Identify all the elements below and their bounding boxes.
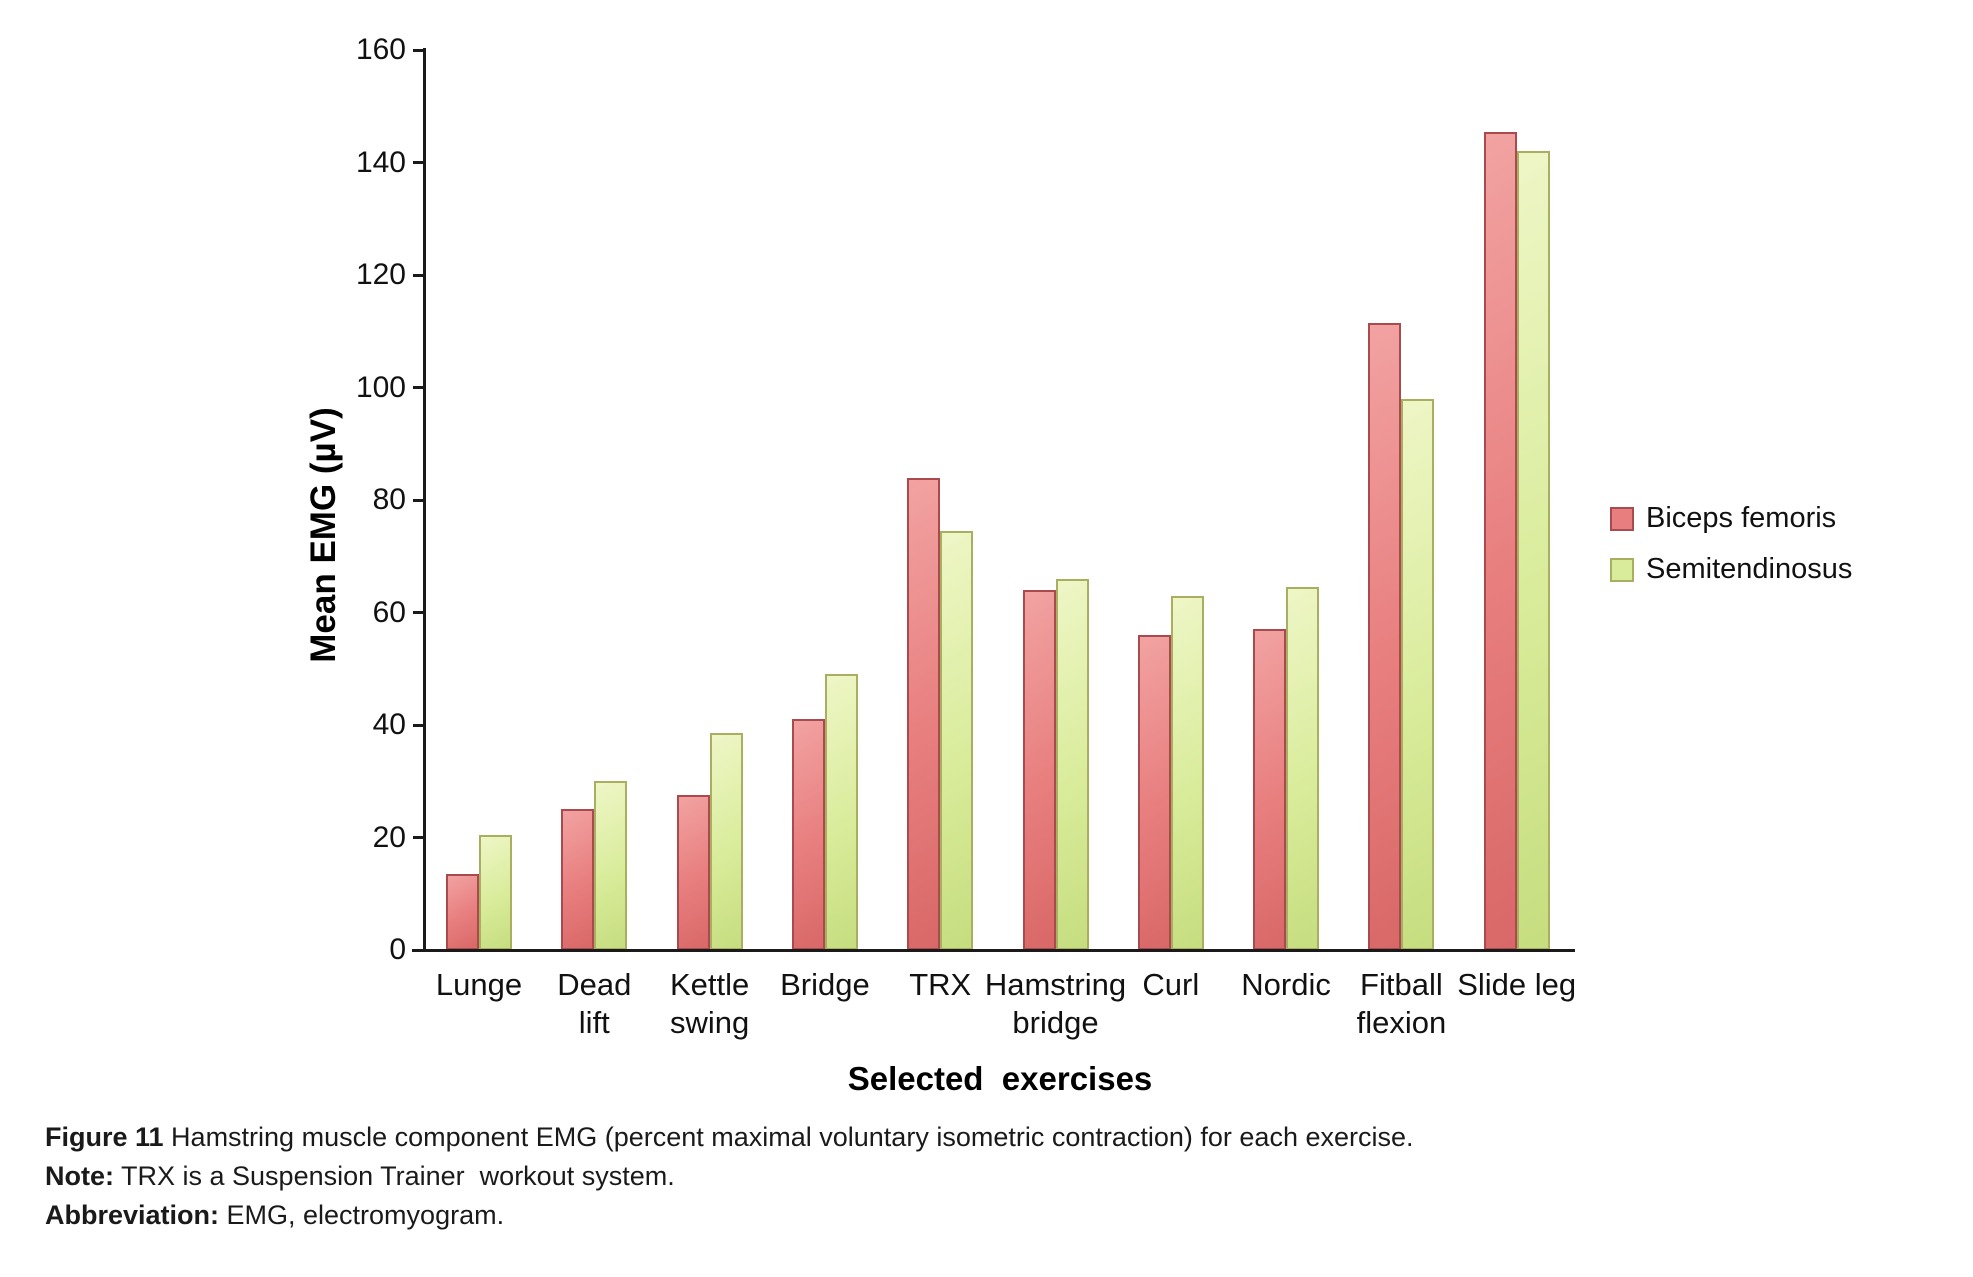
bar-semitendinosus-dead-lift xyxy=(594,781,627,950)
x-tick-label-trx: TRX xyxy=(909,967,972,1002)
legend-label: Semitendinosus xyxy=(1646,553,1853,585)
x-axis-line xyxy=(412,949,1575,952)
y-tick-mark xyxy=(413,273,424,277)
note-text: TRX is a Suspension Trainer workout syst… xyxy=(114,1161,675,1191)
y-tick-mark xyxy=(413,723,424,727)
y-tick-mark xyxy=(413,836,424,839)
legend-item-biceps-femoris: Biceps femoris xyxy=(1610,504,1852,533)
x-tick-label-lunge: Lunge xyxy=(435,967,523,1002)
biceps-femoris-swatch-icon xyxy=(1610,506,1634,531)
bar-semitendinosus-curl xyxy=(1171,595,1204,950)
figure-text: Hamstring muscle component EMG (percent … xyxy=(163,1122,1414,1152)
legend-item-semitendinosus: Semitendinosus xyxy=(1610,555,1852,584)
bar-biceps-femoris-dead-lift xyxy=(561,809,594,950)
y-tick-label: 100 xyxy=(355,370,406,404)
y-tick-mark xyxy=(413,611,424,614)
note-label: Note: xyxy=(45,1161,114,1191)
x-tick-label-kettle-swing: Kettle swing xyxy=(669,967,750,1040)
y-tick-mark xyxy=(413,498,424,502)
caption-line-abbreviation: Abbreviation: EMG, electromyogram. xyxy=(45,1196,1945,1235)
y-axis-line xyxy=(423,48,426,952)
bar-biceps-femoris-nordic xyxy=(1253,629,1286,950)
figure-caption: Figure 11 Hamstring muscle component EMG… xyxy=(45,1118,1945,1235)
bar-semitendinosus-fitball-flexion xyxy=(1401,398,1434,950)
semitendinosus-swatch-icon xyxy=(1610,557,1634,582)
y-tick-label: 160 xyxy=(355,33,406,66)
y-axis-title: Mean EMG (µV) xyxy=(304,407,343,663)
y-tick-mark xyxy=(413,386,424,389)
x-tick-label-hamstring-bridge: Hamstring bridge xyxy=(984,967,1127,1040)
x-axis-title: Selected exercises xyxy=(847,1060,1153,1097)
bar-semitendinosus-hamstring-bridge xyxy=(1056,578,1089,950)
bar-biceps-femoris-hamstring-bridge xyxy=(1023,590,1056,950)
legend-label: Biceps femoris xyxy=(1646,502,1837,534)
y-tick-mark xyxy=(413,161,424,164)
y-tick-label: 80 xyxy=(372,483,406,516)
bar-biceps-femoris-curl xyxy=(1138,635,1171,950)
bar-semitendinosus-nordic xyxy=(1286,587,1319,950)
bar-biceps-femoris-slide-leg xyxy=(1484,131,1517,950)
x-tick-label-dead-lift: Dead lift xyxy=(557,967,632,1040)
y-tick-label: 20 xyxy=(372,820,406,854)
abbreviation-label: Abbreviation: xyxy=(45,1200,220,1230)
bar-biceps-femoris-fitball-flexion xyxy=(1368,322,1401,950)
y-tick-label: 140 xyxy=(355,145,406,179)
y-tick-mark xyxy=(413,48,424,52)
bar-semitendinosus-lunge xyxy=(479,834,512,950)
legend: Biceps femoris Semitendinosus xyxy=(1610,504,1852,606)
bar-semitendinosus-trx xyxy=(940,530,973,950)
abbreviation-text: EMG, electromyogram. xyxy=(219,1200,505,1230)
caption-line-figure: Figure 11 Hamstring muscle component EMG… xyxy=(45,1118,1945,1157)
caption-line-note: Note: TRX is a Suspension Trainer workou… xyxy=(45,1157,1945,1196)
x-tick-label-slide-leg: Slide leg xyxy=(1457,967,1577,1002)
x-tick-label-bridge: Bridge xyxy=(780,967,870,1002)
bar-semitendinosus-bridge xyxy=(825,674,858,950)
bar-biceps-femoris-kettle-swing xyxy=(677,795,710,950)
bar-semitendinosus-kettle-swing xyxy=(710,733,743,950)
x-tick-label-fitball-flexion: Fitball flexion xyxy=(1356,967,1447,1040)
figure-label: Figure 11 xyxy=(45,1122,164,1152)
x-tick-label-nordic: Nordic xyxy=(1241,967,1331,1002)
bar-biceps-femoris-bridge xyxy=(792,719,825,950)
bar-biceps-femoris-lunge xyxy=(446,874,479,950)
y-tick-label: 0 xyxy=(389,933,406,966)
y-tick-label: 60 xyxy=(372,595,406,629)
bar-semitendinosus-slide-leg xyxy=(1517,151,1550,950)
y-tick-label: 120 xyxy=(355,258,406,291)
y-tick-label: 40 xyxy=(372,708,406,741)
x-tick-label-curl: Curl xyxy=(1142,967,1200,1002)
bar-biceps-femoris-trx xyxy=(907,477,940,950)
